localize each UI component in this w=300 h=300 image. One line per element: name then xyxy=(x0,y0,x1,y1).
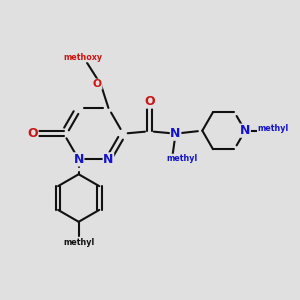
Text: methyl: methyl xyxy=(167,154,198,163)
Text: O: O xyxy=(144,95,155,108)
Text: methyl: methyl xyxy=(257,124,289,133)
Text: O: O xyxy=(93,79,102,89)
Text: methoxy: methoxy xyxy=(63,53,102,62)
Text: O: O xyxy=(27,127,38,140)
Text: N: N xyxy=(170,127,181,140)
Text: methyl: methyl xyxy=(63,238,94,247)
Text: N: N xyxy=(240,124,250,137)
Text: N: N xyxy=(103,153,114,166)
Text: N: N xyxy=(74,153,84,166)
